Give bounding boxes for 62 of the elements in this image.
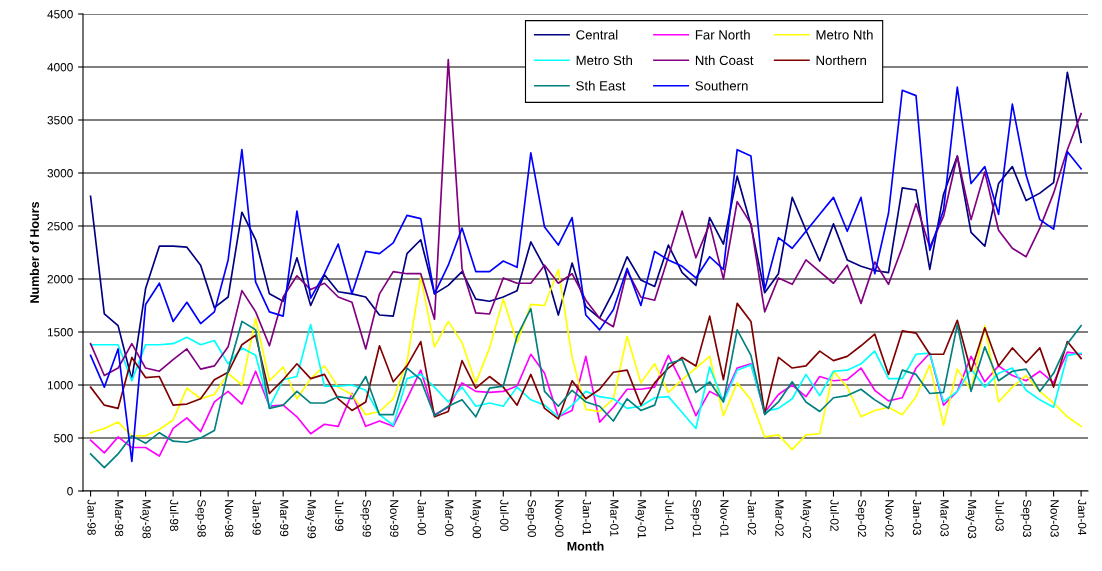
- legend-label: Central: [576, 29, 618, 40]
- x-axis-title: Month: [567, 541, 604, 551]
- x-tick-label: Mar-02: [775, 500, 784, 537]
- x-tick-label: Jul-00: [500, 499, 509, 532]
- x-tick-label: Nov-98: [224, 500, 234, 537]
- x-tick-label: Mar-00: [445, 500, 454, 537]
- x-tick-label: Jul-99: [335, 499, 344, 531]
- x-tick-label: Jan-98: [87, 499, 96, 535]
- x-tick-label: Jul-01: [665, 499, 674, 531]
- x-tick-label: Jul-02: [830, 499, 839, 531]
- x-tick-label: Jan-01: [582, 499, 592, 535]
- y-tick-label: 2000: [47, 275, 73, 284]
- line-series: [89, 323, 1082, 430]
- line-series: [89, 351, 1082, 457]
- x-tick-label: Jan-03: [912, 499, 922, 535]
- x-tick-label: Nov-99: [390, 500, 399, 537]
- x-tick-label: May-02: [800, 500, 812, 539]
- legend-label: Far North: [695, 29, 750, 40]
- legend-label: Metro Sth: [576, 55, 632, 66]
- x-tick-label: Sep-99: [360, 499, 371, 537]
- y-tick-label: 3000: [47, 169, 73, 178]
- x-tick-label: Sep-03: [1020, 499, 1032, 537]
- line-series: [89, 268, 1082, 451]
- x-tick-label: May-00: [470, 500, 481, 539]
- x-tick-label: Jul-03: [995, 499, 1005, 531]
- legend-label: Northern: [816, 55, 866, 66]
- x-tick-label: Sep-98: [195, 499, 206, 537]
- x-tick-label: Mar-98: [114, 500, 124, 537]
- y-tick-label: 0: [67, 487, 73, 496]
- x-tick-label: Mar-99: [280, 500, 289, 537]
- x-tick-label: Sep-02: [855, 499, 867, 537]
- y-tick-label: 1000: [47, 381, 73, 390]
- x-tick-label: Nov-01: [720, 500, 729, 537]
- x-tick-label: May-98: [140, 500, 151, 539]
- x-tick-label: May-99: [305, 500, 316, 539]
- y-tick-label: 4000: [47, 63, 73, 72]
- y-tick-label: 4500: [47, 10, 73, 19]
- legend-label: Metro Nth: [816, 29, 873, 40]
- line-series: [89, 302, 1082, 420]
- x-tick-label: May-01: [635, 500, 647, 539]
- y-tick-label: 2500: [47, 222, 73, 231]
- legend-label: Nth Coast: [695, 55, 754, 66]
- x-tick-label: Nov-00: [555, 500, 564, 537]
- y-tick-label: 500: [54, 434, 73, 443]
- x-tick-label: Jan-04: [1077, 499, 1087, 536]
- x-tick-label: Nov-03: [1050, 500, 1059, 537]
- line-series: [89, 307, 1082, 469]
- y-tick-label: 1500: [47, 328, 73, 337]
- y-tick-label: 3500: [47, 116, 73, 125]
- x-tick-label: Sep-00: [525, 499, 536, 537]
- legend-label: Southern: [695, 80, 748, 91]
- x-tick-label: May-03: [965, 500, 977, 539]
- x-tick-label: Sep-01: [690, 499, 702, 537]
- legend-label: Sth East: [576, 80, 626, 91]
- x-tick-label: Jan-02: [747, 499, 757, 535]
- x-tick-label: Nov-02: [885, 500, 894, 537]
- x-tick-label: Mar-03: [940, 500, 949, 537]
- x-tick-label: Jan-00: [417, 499, 426, 535]
- x-tick-label: Jul-98: [169, 499, 179, 531]
- x-tick-label: Jan-99: [252, 499, 261, 535]
- y-axis-title: Number of Hours: [29, 201, 39, 303]
- x-tick-label: Mar-01: [610, 500, 619, 537]
